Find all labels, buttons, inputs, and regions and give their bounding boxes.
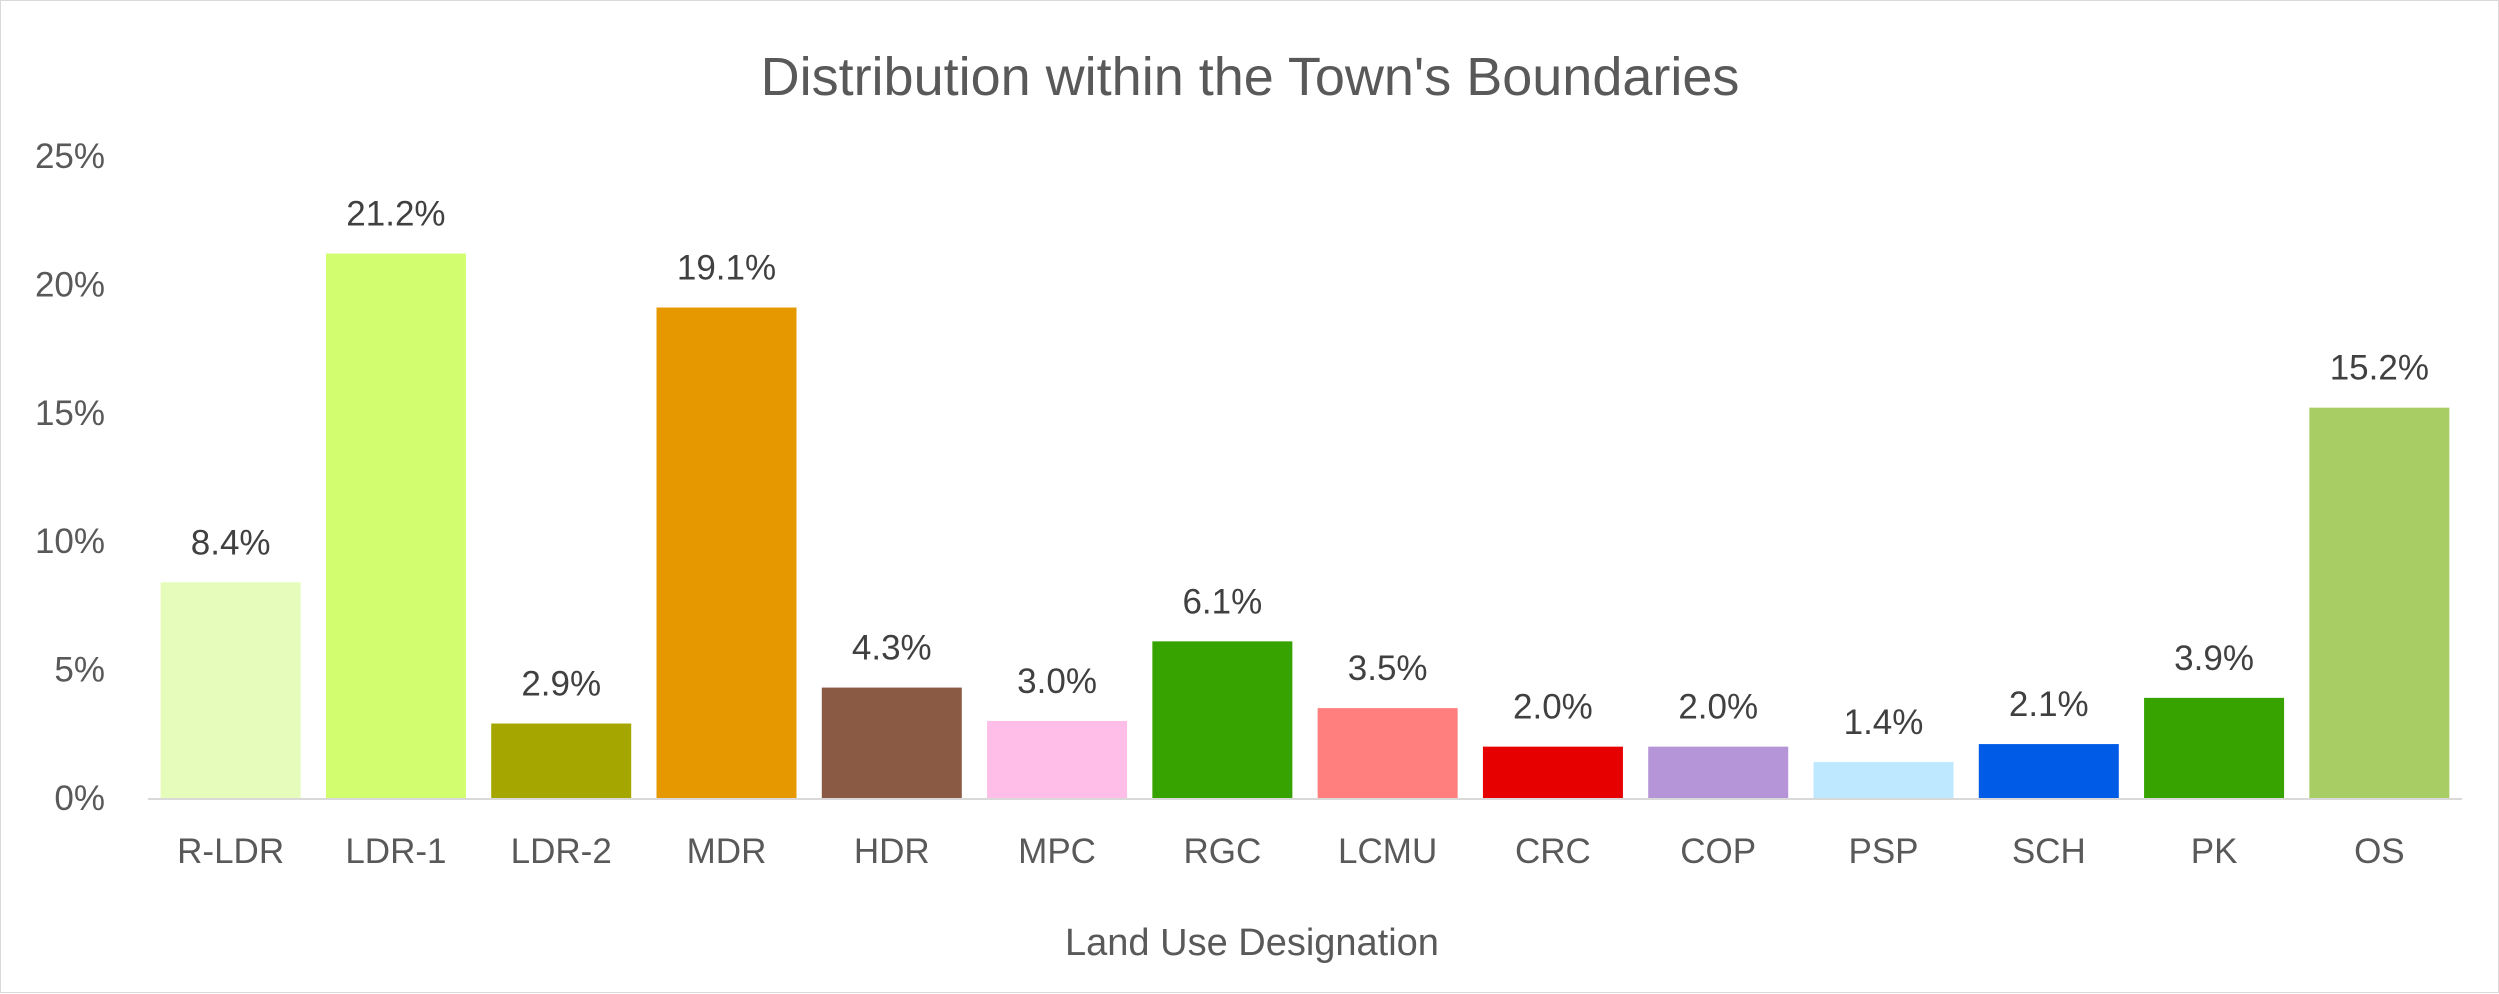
x-tick-label-pk: PK: [2191, 832, 2238, 871]
bar-hdr: [821, 687, 962, 798]
y-tick-label: 15%: [35, 394, 105, 433]
bar-os: [2309, 407, 2450, 798]
y-tick-label: 0%: [54, 779, 105, 818]
bar-pk: [2144, 697, 2285, 798]
x-tick-label-lcmu: LCMU: [1338, 832, 1437, 871]
y-tick-label: 5%: [54, 651, 105, 690]
data-label-ldr-1: 21.2%: [346, 195, 445, 234]
y-tick-label: 25%: [35, 137, 105, 176]
bar-lcmu: [1317, 708, 1458, 798]
bar-ldr-2: [491, 723, 632, 798]
y-axis: 0% 5% 10% 15% 20% 25%: [35, 137, 105, 818]
x-tick-label-mdr: MDR: [687, 832, 767, 871]
bar-ldr-1: [325, 253, 466, 799]
data-labels: 8.4% 21.2% 2.9% 19.1% 4.3% 3.0% 6.1% 3.5% 2.0% 2.…: [191, 195, 2429, 742]
data-label-lcmu: 3.5%: [1348, 649, 1428, 688]
x-tick-label-sch: SCH: [2012, 832, 2086, 871]
x-axis-title: Land Use Designation: [1065, 922, 1439, 964]
x-tick-label-ldr-2: LDR-2: [511, 832, 612, 871]
y-tick-label: 10%: [35, 522, 105, 561]
data-label-r-ldr: 8.4%: [191, 523, 271, 562]
data-label-crc: 2.0%: [1513, 688, 1593, 727]
data-label-cop: 2.0%: [1678, 688, 1758, 727]
bar-crc: [1482, 746, 1623, 798]
x-tick-label-ldr-1: LDR-1: [345, 832, 446, 871]
data-label-rgc: 6.1%: [1182, 582, 1262, 621]
data-label-ldr-2: 2.9%: [521, 665, 601, 704]
bar-mpc: [987, 720, 1128, 798]
data-label-pk: 3.9%: [2174, 639, 2254, 678]
x-tick-label-os: OS: [2354, 832, 2405, 871]
bar-mdr: [656, 307, 797, 798]
data-label-hdr: 4.3%: [852, 629, 932, 668]
chart-title: Distribution within the Town's Boundarie…: [761, 47, 1740, 107]
x-tick-label-r-ldr: R-LDR: [177, 832, 284, 871]
bar-series: [160, 253, 2450, 799]
data-label-sch: 2.1%: [2009, 685, 2089, 724]
x-tick-label-psp: PSP: [1848, 832, 1918, 871]
data-label-mpc: 3.0%: [1017, 662, 1097, 701]
x-axis: R-LDR LDR-1 LDR-2 MDR HDR MPC RGC LCMU CRC COP PSP…: [177, 832, 2404, 871]
x-tick-label-rgc: RGC: [1183, 832, 1261, 871]
y-tick-label: 20%: [35, 265, 105, 304]
x-tick-label-hdr: HDR: [854, 832, 930, 871]
x-tick-label-cop: COP: [1680, 832, 1756, 871]
bar-cop: [1648, 746, 1789, 798]
x-tick-label-crc: CRC: [1515, 832, 1591, 871]
data-label-os: 15.2%: [2330, 349, 2429, 388]
x-tick-label-mpc: MPC: [1018, 832, 1096, 871]
data-label-psp: 1.4%: [1844, 703, 1924, 742]
bar-psp: [1813, 762, 1954, 798]
bar-rgc: [1152, 641, 1293, 798]
bar-r-ldr: [160, 582, 301, 798]
bar-sch: [1978, 744, 2119, 798]
data-label-mdr: 19.1%: [677, 249, 776, 288]
